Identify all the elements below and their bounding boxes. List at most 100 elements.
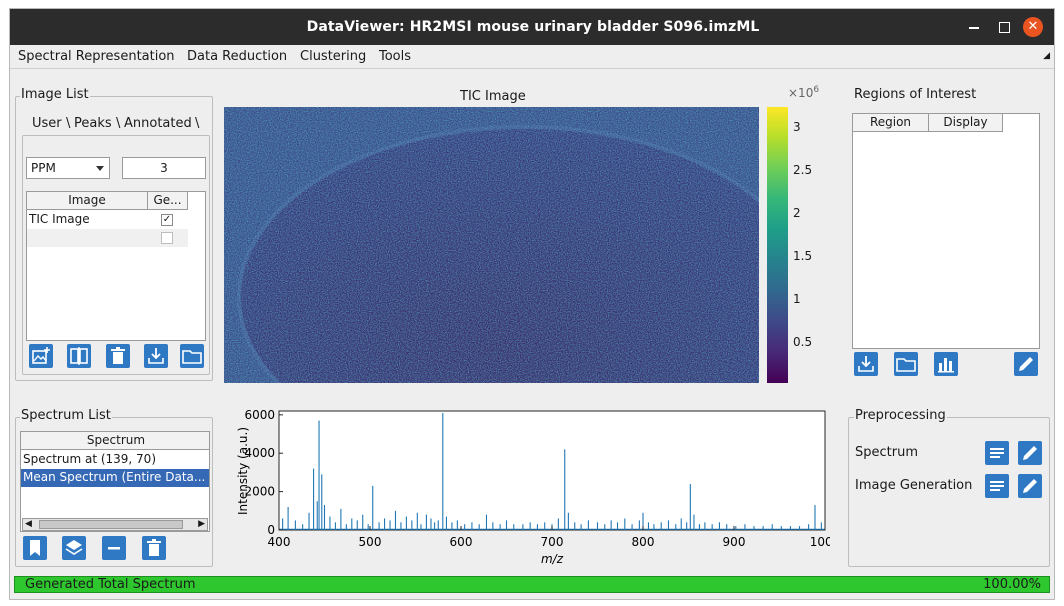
- import-roi-button[interactable]: [854, 352, 878, 376]
- spectrum-column-header[interactable]: Spectrum: [21, 432, 209, 450]
- tab-annotated[interactable]: Annotated: [124, 116, 192, 131]
- image-name-cell: TIC Image: [29, 212, 90, 226]
- spectrum-item-label: Mean Spectrum (Entire Data...: [23, 470, 206, 484]
- minimize-button[interactable]: [964, 17, 984, 37]
- layers-spectrum-button[interactable]: [62, 536, 86, 560]
- trash-icon: [147, 539, 161, 556]
- menu-clustering[interactable]: Clustering: [300, 49, 367, 64]
- y-tick-label: 0: [267, 523, 275, 537]
- table-row[interactable]: [27, 229, 188, 247]
- open-folder-image-button[interactable]: [180, 344, 204, 368]
- generate-checkbox[interactable]: [161, 232, 173, 244]
- tolerance-input[interactable]: 3: [122, 157, 206, 179]
- y-ticks: 0 2000 4000 6000: [244, 408, 283, 537]
- spectrum-item-label: Spectrum at (139, 70): [23, 452, 157, 466]
- download-icon: [148, 348, 164, 364]
- image-list-title: Image List: [20, 87, 90, 102]
- preprocessing-title: Preprocessing: [854, 408, 947, 423]
- colorbar-tick: 2.5: [793, 163, 813, 177]
- colorbar-tick: 3: [793, 120, 801, 134]
- colorbar: [767, 107, 788, 383]
- tic-heatmap: [224, 107, 759, 383]
- add-image-button[interactable]: [29, 344, 53, 368]
- minus-icon: [108, 547, 120, 550]
- window-title: DataViewer: HR2MSI mouse urinary bladder…: [306, 19, 760, 35]
- colorbar-tick: 0.5: [793, 335, 813, 349]
- pencil-icon: [1019, 357, 1033, 371]
- menu-data-reduction[interactable]: Data Reduction: [187, 49, 288, 64]
- image-table: Image Ge... TIC Image ✓: [26, 191, 206, 341]
- list-item[interactable]: Spectrum at (139, 70): [21, 451, 209, 469]
- x-ticks: 400 500 600 700 800 900 1000: [268, 526, 840, 549]
- maximize-button[interactable]: [994, 17, 1014, 37]
- image-list-group: [15, 96, 213, 381]
- scrollbar-thumb[interactable]: [39, 520, 183, 529]
- image-column-header[interactable]: Image: [27, 192, 148, 210]
- spectrum-preprocessing-edit-button[interactable]: [1018, 441, 1042, 465]
- region-column-header[interactable]: Region: [853, 114, 929, 132]
- list-item[interactable]: Mean Spectrum (Entire Data...: [21, 469, 209, 487]
- list-icon: [990, 448, 1004, 458]
- preprocessing-image-generation-label: Image Generation: [855, 478, 973, 493]
- x-tick-label: 600: [450, 535, 473, 549]
- spectrum-table: Spectrum Spectrum at (139, 70) Mean Spec…: [20, 431, 210, 532]
- colorbar-exponent: ×106: [788, 85, 820, 100]
- spectrum-list-scrollbar[interactable]: ◀ ▶: [22, 518, 208, 531]
- pencil-icon: [1023, 446, 1037, 460]
- tab-user[interactable]: User: [32, 116, 62, 131]
- x-tick-label: 700: [541, 535, 564, 549]
- generate-checkbox[interactable]: ✓: [161, 214, 173, 226]
- close-button[interactable]: ✕: [1023, 17, 1043, 37]
- spectrum-preprocessing-list-button[interactable]: [985, 441, 1009, 465]
- import-image-button[interactable]: [144, 344, 168, 368]
- tic-image[interactable]: [224, 107, 759, 383]
- x-tick-label: 1000: [810, 535, 830, 549]
- y-tick-label: 4000: [244, 446, 275, 460]
- display-column-header[interactable]: Display: [929, 114, 1003, 132]
- edit-roi-button[interactable]: [1014, 352, 1038, 376]
- x-axis-label: m/z: [541, 552, 564, 566]
- app-window: DataViewer: HR2MSI mouse urinary bladder…: [9, 8, 1055, 600]
- plot-area: [278, 410, 826, 531]
- tic-image-title: TIC Image: [460, 89, 526, 104]
- scroll-left-icon[interactable]: ◀: [25, 519, 32, 529]
- image-generation-edit-button[interactable]: [1018, 474, 1042, 498]
- chevron-down-icon: [96, 166, 104, 171]
- bar-chart-icon: [938, 358, 954, 373]
- pencil-icon: [1023, 479, 1037, 493]
- preprocessing-group: [848, 417, 1050, 567]
- open-roi-folder-button[interactable]: [894, 352, 918, 376]
- table-row[interactable]: TIC Image ✓: [27, 211, 188, 229]
- spectrum-list-group: [15, 417, 213, 567]
- x-tick-label: 500: [359, 535, 382, 549]
- scroll-right-icon[interactable]: ▶: [198, 519, 205, 529]
- spectrum-plot[interactable]: 400 500 600 700 800 900 1000 0 2000 4000 6000 m/z…: [220, 405, 840, 569]
- image-generation-list-button[interactable]: [985, 474, 1009, 498]
- unit-select[interactable]: PPM: [26, 157, 110, 179]
- delete-spectrum-button[interactable]: [142, 536, 166, 560]
- spectrum-list-title: Spectrum List: [20, 408, 112, 423]
- menu-spectral-representation[interactable]: Spectral Representation: [18, 49, 175, 64]
- spectrum-chart: 400 500 600 700 800 900 1000 0 2000 4000 6000 m/z…: [236, 408, 840, 566]
- generate-column-header[interactable]: Ge...: [148, 192, 188, 210]
- compare-icon: [70, 347, 88, 365]
- title-bar: DataViewer: HR2MSI mouse urinary bladder…: [10, 9, 1054, 45]
- list-icon: [990, 481, 1004, 491]
- menu-tools[interactable]: Tools: [379, 49, 412, 64]
- download-icon: [858, 356, 874, 372]
- compare-image-button[interactable]: [67, 344, 91, 368]
- colorbar-tick: 1: [793, 292, 801, 306]
- roi-statistics-button[interactable]: [934, 352, 958, 376]
- add-image-icon: [32, 347, 50, 364]
- roi-title: Regions of Interest: [853, 87, 978, 102]
- bookmark-icon: [30, 540, 40, 556]
- folder-icon: [182, 350, 202, 364]
- colorbar-tick: 1.5: [793, 249, 813, 263]
- layers-icon: [65, 540, 83, 555]
- tab-peaks[interactable]: Peaks: [74, 116, 112, 131]
- bookmark-spectrum-button[interactable]: [23, 536, 47, 560]
- preprocessing-spectrum-label: Spectrum: [855, 445, 918, 460]
- delete-image-button[interactable]: [106, 344, 130, 368]
- menu-bar: Spectral Representation Data Reduction C…: [10, 45, 1054, 69]
- remove-spectrum-button[interactable]: [102, 536, 126, 560]
